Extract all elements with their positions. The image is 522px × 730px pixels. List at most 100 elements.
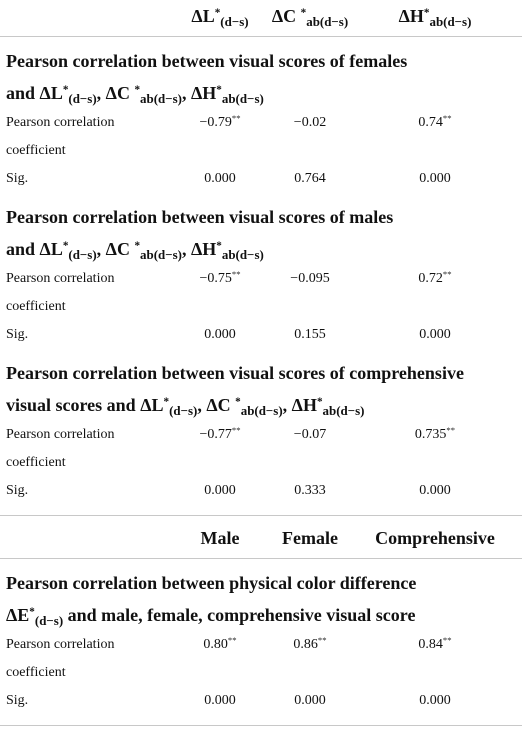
- subscript: ab(d−s): [322, 402, 365, 418]
- symbol: 0.74: [418, 115, 443, 130]
- data-row: Sig. 0.000 0.000 0.000: [6, 687, 516, 715]
- symbol: ΔE: [6, 605, 30, 625]
- data-row: Pearson correlation coefficient 0.80** 0.8…: [6, 631, 516, 687]
- title-line: Pearson correlation between visual score…: [6, 45, 516, 77]
- symbol: ΔH: [190, 239, 217, 259]
- symbol: ΔC: [206, 395, 236, 415]
- text-run: ,: [96, 83, 106, 103]
- cell: 0.000: [354, 477, 516, 505]
- subscript: ab(d−s): [140, 90, 182, 106]
- text-run: 0.000: [204, 693, 236, 708]
- superscript: *: [216, 239, 222, 252]
- text-run: 0.000: [204, 483, 236, 498]
- cell: 0.735**: [354, 421, 516, 449]
- text-run: Comprehensive: [375, 528, 495, 548]
- cell: −0.095: [266, 265, 354, 293]
- superscript: **: [446, 425, 456, 436]
- subscript: ab(d−s): [140, 246, 182, 262]
- text-run: ,: [282, 395, 292, 415]
- text-run: and: [6, 239, 40, 259]
- column-header: Female: [266, 516, 354, 560]
- cell: −0.77**: [174, 421, 266, 449]
- cell: 0.74**: [354, 109, 516, 137]
- text-run: Pearson correlation between visual score…: [6, 207, 394, 227]
- cell: 0.000: [266, 687, 354, 715]
- superscript: *: [300, 6, 307, 19]
- footnote: **Indicates that the test method used in…: [0, 725, 522, 730]
- text-run: and male, female, comprehensive visual s…: [63, 605, 416, 625]
- superscript: *: [134, 83, 141, 96]
- data-row: Sig. 0.000 0.333 0.000: [6, 477, 516, 505]
- text-run: −0.095: [290, 271, 330, 286]
- header-row: ΔL*(d−s) ΔC *ab(d−s) ΔH*ab(d−s): [0, 0, 522, 37]
- text-run: Pearson correlation between visual score…: [6, 51, 408, 71]
- row-label: Pearson correlation coefficient: [6, 427, 115, 470]
- symbol: ΔL: [39, 239, 63, 259]
- cell: −0.02: [266, 109, 354, 137]
- text-run: 0.333: [294, 483, 326, 498]
- symbol: 0.86: [293, 637, 318, 652]
- text-run: 0.000: [204, 327, 236, 342]
- subscript: ab(d−s): [221, 90, 264, 106]
- cell: 0.80**: [174, 631, 266, 659]
- section-title: Pearson correlation between visual score…: [6, 201, 516, 265]
- data-row: Pearson correlation coefficient −0.75** −0…: [6, 265, 516, 321]
- text-run: visual scores and: [6, 395, 141, 415]
- symbol: 0.84: [418, 637, 443, 652]
- text-run: 0.000: [294, 693, 326, 708]
- text-run: 0.000: [204, 171, 236, 186]
- text-run: ,: [96, 239, 106, 259]
- superscript: *: [62, 83, 69, 96]
- row-label: Sig.: [6, 483, 29, 498]
- section-title: Pearson correlation between visual score…: [6, 45, 516, 109]
- title-line: and ΔL*(d−s), ΔC *ab(d−s), ΔH*ab(d−s): [6, 233, 516, 265]
- cell: 0.000: [354, 165, 516, 193]
- title-line: visual scores and ΔL*(d−s), ΔC *ab(d−s),…: [6, 389, 516, 421]
- symbol: 0.80: [203, 637, 228, 652]
- cell: 0.000: [354, 687, 516, 715]
- symbol: 0.72: [418, 271, 443, 286]
- symbol: ΔH: [190, 83, 217, 103]
- text-run: ,: [181, 239, 191, 259]
- superscript: **: [231, 113, 241, 124]
- symbol: −0.75: [199, 271, 232, 286]
- symbol: ΔL: [191, 6, 215, 26]
- cell: −0.79**: [174, 109, 266, 137]
- superscript: *: [214, 6, 221, 19]
- text-run: 0.000: [419, 327, 451, 342]
- title-line: Pearson correlation between visual score…: [6, 357, 516, 389]
- subscript: ab(d−s): [221, 246, 264, 262]
- cell: 0.000: [174, 165, 266, 193]
- cell: 0.000: [174, 687, 266, 715]
- superscript: **: [231, 269, 241, 280]
- symbol: ΔH: [398, 6, 424, 26]
- cell: 0.155: [266, 321, 354, 349]
- cell: 0.000: [174, 321, 266, 349]
- superscript: **: [442, 269, 452, 280]
- data-row: Sig. 0.000 0.764 0.000: [6, 165, 516, 193]
- section-title: Pearson correlation between visual score…: [6, 357, 516, 421]
- text-run: Pearson correlation between physical col…: [6, 573, 417, 593]
- text-run: ,: [181, 83, 191, 103]
- text-run: −0.07: [293, 427, 327, 442]
- superscript: **: [442, 635, 452, 646]
- subscript: ab(d−s): [306, 13, 349, 29]
- symbol: 0.735: [414, 427, 447, 442]
- symbol: ΔC: [271, 6, 301, 26]
- subscript: (d−s): [34, 612, 64, 628]
- symbol: ΔL: [140, 395, 164, 415]
- symbol: ΔC: [105, 239, 135, 259]
- superscript: *: [62, 239, 69, 252]
- column-header: Male: [174, 516, 266, 560]
- cell: −0.07: [266, 421, 354, 449]
- text-run: Male: [200, 528, 240, 548]
- text-run: 0.155: [294, 327, 326, 342]
- symbol: ΔH: [291, 395, 317, 415]
- cell: −0.75**: [174, 265, 266, 293]
- cell: 0.84**: [354, 631, 516, 659]
- data-row: Pearson correlation coefficient −0.79** −0…: [6, 109, 516, 165]
- symbol: −0.79: [199, 115, 232, 130]
- superscript: *: [423, 6, 430, 19]
- text-run: ,: [197, 395, 207, 415]
